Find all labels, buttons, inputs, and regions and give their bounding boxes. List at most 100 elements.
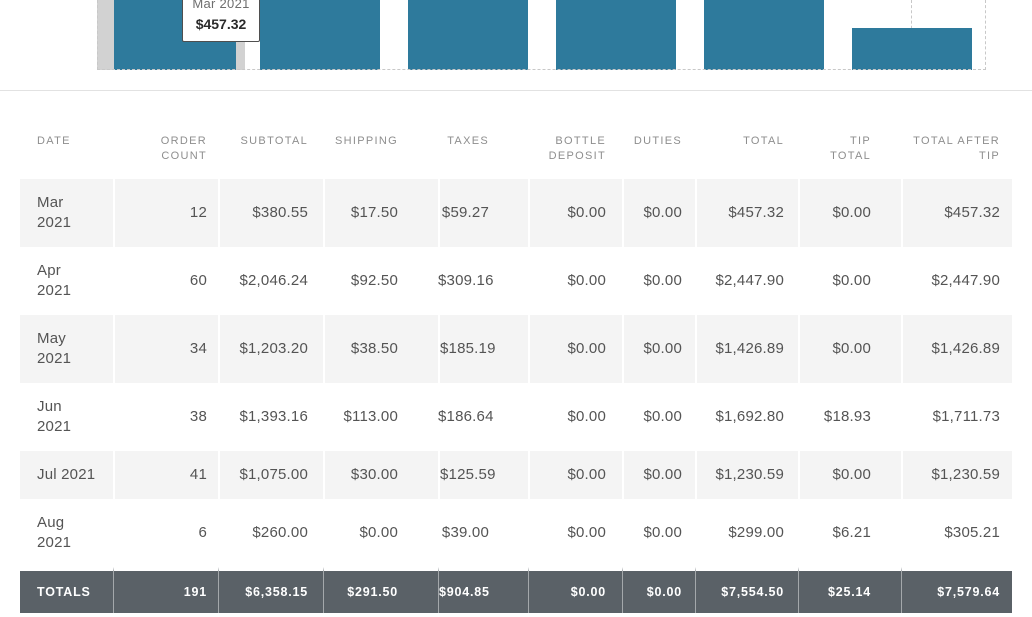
cell-total_after_tip: $305.21 <box>944 524 1000 541</box>
bar-jul-2021[interactable] <box>704 0 824 70</box>
cell-taxes: $125.59 <box>438 451 528 499</box>
bar-apr-2021[interactable] <box>260 0 380 70</box>
cell-duties: $0.00 <box>622 179 695 247</box>
chart-dashed-border-left <box>97 0 98 70</box>
cell-shipping: $38.50 <box>323 315 438 383</box>
column-header-taxes: TAXES <box>447 135 489 147</box>
cell-subtotal: $1,393.16 <box>239 408 308 425</box>
cell-tip_total: $0.00 <box>798 451 901 499</box>
chart-tooltip-label: Mar 2021 <box>192 0 250 11</box>
chart-tooltip-value: $457.32 <box>195 16 247 32</box>
orders-summary-table-wrap: DATE ORDER COUNT SUBTOTAL SHIPPING TAXES BOTT… <box>20 91 1012 613</box>
table-row-jun-2021: Jun 2021 38 $1,393.16 $113.00 $186.64 $0.00 $0… <box>20 383 1012 451</box>
totals-shipping: $291.50 <box>323 567 438 613</box>
cell-duties: $0.00 <box>643 408 682 425</box>
cell-tip_total: $6.21 <box>832 524 871 541</box>
table-totals-row: TOTALS 191 $6,358.15 $291.50 $904.85 $0.00 $0.… <box>20 567 1012 613</box>
cell-taxes: $59.27 <box>438 179 528 247</box>
totals-bottle_deposit: $0.00 <box>528 567 622 613</box>
cell-tip_total: $18.93 <box>823 408 871 425</box>
cell-bottle_deposit: $0.00 <box>567 408 606 425</box>
totals-tip_total: $25.14 <box>798 567 901 613</box>
cell-bottle_deposit: $0.00 <box>567 272 606 289</box>
totals-total_after_tip: $7,579.64 <box>901 567 1012 613</box>
totals-taxes: $904.85 <box>438 567 528 613</box>
cell-total: $1,230.59 <box>695 451 798 499</box>
totals-label: TOTALS <box>20 567 113 613</box>
chart-tooltip: Mar 2021 $457.32 <box>182 0 260 42</box>
cell-date: Aug 2021 <box>37 514 72 551</box>
cell-total: $299.00 <box>728 524 784 541</box>
column-header-tip_total: TIP TOTAL <box>830 135 871 162</box>
column-header-shipping: SHIPPING <box>335 135 398 147</box>
table-row-may-2021: May 2021 34 $1,203.20 $38.50 $185.19 $0.00 $0.… <box>20 315 1012 383</box>
cell-tip_total: $0.00 <box>798 179 901 247</box>
cell-subtotal: $2,046.24 <box>239 272 308 289</box>
cell-subtotal: $260.00 <box>252 524 308 541</box>
cell-total_after_tip: $1,230.59 <box>901 451 1012 499</box>
totals-order_count: 191 <box>113 567 218 613</box>
table-row-mar-2021: Mar 2021 12 $380.55 $17.50 $59.27 $0.00 $0.00 $… <box>20 179 1012 247</box>
table-row-aug-2021: Aug 2021 6 $260.00 $0.00 $39.00 $0.00 $0.00 $29… <box>20 499 1012 567</box>
cell-subtotal: $380.55 <box>218 179 323 247</box>
totals-duties: $0.00 <box>622 567 695 613</box>
column-header-duties: DUTIES <box>633 135 682 147</box>
chart-dashed-border-right <box>985 0 986 70</box>
column-header-total_after_tip: TOTAL AFTER TIP <box>913 135 1000 162</box>
cell-order_count: 12 <box>113 179 218 247</box>
cell-order_count: 6 <box>198 524 207 541</box>
cell-shipping: $30.00 <box>323 451 438 499</box>
cell-duties: $0.00 <box>643 524 682 541</box>
cell-total: $1,692.80 <box>715 408 784 425</box>
cell-tip_total: $0.00 <box>798 315 901 383</box>
totals-subtotal: $6,358.15 <box>218 567 323 613</box>
section-divider <box>0 90 1032 91</box>
cell-bottle_deposit: $0.00 <box>567 524 606 541</box>
table-row-jul-2021: Jul 2021 41 $1,075.00 $30.00 $125.59 $0.00 $0.… <box>20 451 1012 499</box>
cell-total_after_tip: $2,447.90 <box>931 272 1000 289</box>
monthly-totals-bar-chart: Mar 2021 $457.32 <box>0 0 1032 70</box>
cell-taxes: $185.19 <box>438 315 528 383</box>
cell-total: $1,426.89 <box>695 315 798 383</box>
cell-duties: $0.00 <box>622 315 695 383</box>
cell-duties: $0.00 <box>643 272 682 289</box>
cell-shipping: $92.50 <box>350 272 398 289</box>
cell-taxes: $39.00 <box>441 524 489 541</box>
orders-summary-table: DATE ORDER COUNT SUBTOTAL SHIPPING TAXES BOTT… <box>20 91 1012 613</box>
cell-order_count: 41 <box>113 451 218 499</box>
bar-jun-2021[interactable] <box>556 0 676 70</box>
cell-subtotal: $1,203.20 <box>218 315 323 383</box>
cell-shipping: $113.00 <box>343 408 398 425</box>
cell-bottle_deposit: $0.00 <box>528 315 622 383</box>
cell-taxes: $309.16 <box>438 272 494 289</box>
cell-total_after_tip: $457.32 <box>901 179 1012 247</box>
cell-total: $457.32 <box>695 179 798 247</box>
cell-date: Mar 2021 <box>20 179 113 247</box>
cell-order_count: 34 <box>113 315 218 383</box>
cell-bottle_deposit: $0.00 <box>528 179 622 247</box>
column-header-date: DATE <box>37 135 71 147</box>
bar-aug-2021[interactable] <box>852 28 972 70</box>
bar-may-2021[interactable] <box>408 0 528 70</box>
cell-order_count: 38 <box>189 408 207 425</box>
cell-date: Jul 2021 <box>20 451 113 499</box>
cell-taxes: $186.64 <box>438 408 494 425</box>
totals-total: $7,554.50 <box>695 567 798 613</box>
cell-subtotal: $1,075.00 <box>218 451 323 499</box>
column-header-order_count: ORDER COUNT <box>160 135 207 162</box>
cell-duties: $0.00 <box>622 451 695 499</box>
cell-total_after_tip: $1,711.73 <box>932 408 1000 425</box>
cell-date: Apr 2021 <box>37 262 72 299</box>
column-header-bottle_deposit: BOTTLE DEPOSIT <box>548 135 606 162</box>
cell-total: $2,447.90 <box>715 272 784 289</box>
cell-bottle_deposit: $0.00 <box>528 451 622 499</box>
cell-date: Jun 2021 <box>37 398 72 435</box>
chart-dashed-border-bottom <box>97 69 986 70</box>
cell-shipping: $0.00 <box>359 524 398 541</box>
cell-total_after_tip: $1,426.89 <box>901 315 1012 383</box>
cell-shipping: $17.50 <box>323 179 438 247</box>
cell-tip_total: $0.00 <box>832 272 871 289</box>
table-header-row: DATE ORDER COUNT SUBTOTAL SHIPPING TAXES BOTT… <box>20 91 1012 179</box>
cell-date: May 2021 <box>20 315 113 383</box>
